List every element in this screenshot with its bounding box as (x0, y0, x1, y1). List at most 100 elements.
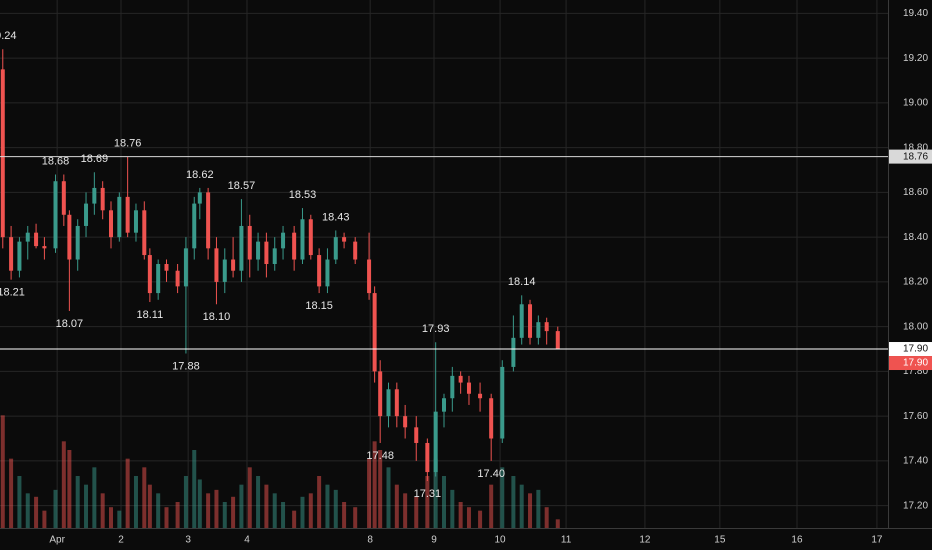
volume-bar (308, 493, 313, 528)
volume-bar (42, 510, 47, 528)
candle-body (281, 232, 286, 249)
volume-bar (536, 489, 541, 528)
x-tick-label: 3 (185, 535, 191, 546)
x-tick-label: 4 (244, 535, 250, 546)
price-annotation: 18.21 (0, 287, 25, 299)
price-label-box (889, 342, 932, 357)
candle-body (536, 322, 541, 338)
candle-body (164, 264, 169, 271)
y-tick-label: 17.40 (903, 456, 928, 467)
candle-body (478, 393, 483, 399)
volume-bar (466, 507, 471, 528)
volume-bar (247, 467, 252, 528)
candle-body (325, 259, 330, 287)
y-tick-label: 19.00 (903, 98, 928, 109)
candle-body (206, 192, 211, 249)
volume-bar (528, 493, 533, 528)
volume-bar (142, 467, 147, 528)
volume-bar (34, 496, 39, 528)
candle-body (156, 264, 161, 294)
candle-body (450, 375, 455, 399)
candle-body (489, 398, 494, 439)
candle-body (264, 241, 269, 264)
volume-bar (256, 476, 261, 528)
volume-bar (264, 484, 269, 528)
candle-body (353, 241, 358, 260)
candle-body (511, 337, 516, 367)
candle-body (403, 416, 408, 428)
candle-body (42, 246, 47, 249)
candle-body (300, 219, 305, 260)
volume-bar (25, 493, 30, 528)
candle-body (17, 241, 22, 271)
price-annotation: 18.14 (508, 276, 536, 288)
price-annotation: 19.24 (0, 30, 17, 42)
volume-bar (489, 484, 494, 528)
x-tick-label: 17 (871, 535, 883, 546)
y-tick-label: 18.40 (903, 232, 928, 243)
volume-bar (367, 458, 372, 528)
volume-bar (386, 467, 391, 528)
candle-body (142, 210, 147, 256)
price-annotation: 18.69 (81, 153, 109, 165)
volume-bar (500, 467, 505, 528)
volume-bar (442, 476, 446, 528)
volume-bar (342, 502, 347, 528)
candle-body (528, 304, 533, 338)
candle-body (378, 371, 383, 417)
volume-bar (281, 502, 286, 528)
volume-bar (511, 476, 516, 528)
candle-body (61, 181, 66, 215)
candle-body (109, 210, 113, 238)
candle-body (25, 232, 30, 242)
price-annotation: 18.07 (56, 318, 84, 330)
volume-bar (92, 467, 97, 528)
volume-bar (222, 502, 227, 528)
candle-body (367, 259, 372, 294)
y-tick-label: 18.00 (903, 321, 928, 332)
x-tick-label: 9 (431, 535, 437, 546)
candle-body (239, 225, 244, 271)
volume-bar (206, 493, 211, 528)
last-price-box (889, 356, 932, 371)
volume-bar (394, 484, 399, 528)
candle-body (197, 192, 202, 204)
volume-bar (175, 502, 180, 528)
volume-bar (519, 484, 524, 528)
candle-body (317, 255, 322, 287)
candle-body (555, 331, 560, 350)
volume-bar (109, 507, 113, 528)
candle-body (92, 187, 97, 204)
y-tick-label: 17.60 (903, 411, 928, 422)
x-tick-label: Apr (49, 535, 65, 546)
candle-body (75, 225, 80, 260)
price-annotation: 17.31 (414, 488, 442, 500)
volume-bar (61, 441, 66, 528)
candle-body (458, 375, 463, 383)
volume-bar (450, 489, 455, 528)
volume-bar (292, 510, 297, 528)
volume-bar (544, 507, 549, 528)
candle-body (386, 389, 391, 417)
candle-body (544, 322, 549, 332)
price-annotation: 18.57 (228, 180, 256, 192)
candle-body (272, 248, 277, 264)
volume-bar (378, 450, 383, 528)
candle-body (247, 225, 252, 260)
candle-body (414, 427, 419, 443)
overlay-layer: 19.24 18.68 18.69 18.76 18.62 18.57 18.53 18.43… (0, 30, 888, 500)
y-tick-label: 19.20 (903, 53, 928, 64)
volume-bar (325, 484, 330, 528)
volume-bar (164, 507, 169, 528)
x-tick-label: 16 (791, 535, 803, 546)
volume-bar (372, 441, 377, 528)
candle-body (425, 442, 430, 473)
x-tick-label: 12 (639, 535, 651, 546)
price-label-box (889, 149, 932, 164)
x-tick-label: 2 (118, 535, 124, 546)
volume-bar (272, 493, 277, 528)
price-annotation: 18.62 (186, 169, 214, 181)
volume-bar (9, 458, 14, 528)
candle-body (394, 389, 399, 417)
candle-body (84, 203, 89, 226)
